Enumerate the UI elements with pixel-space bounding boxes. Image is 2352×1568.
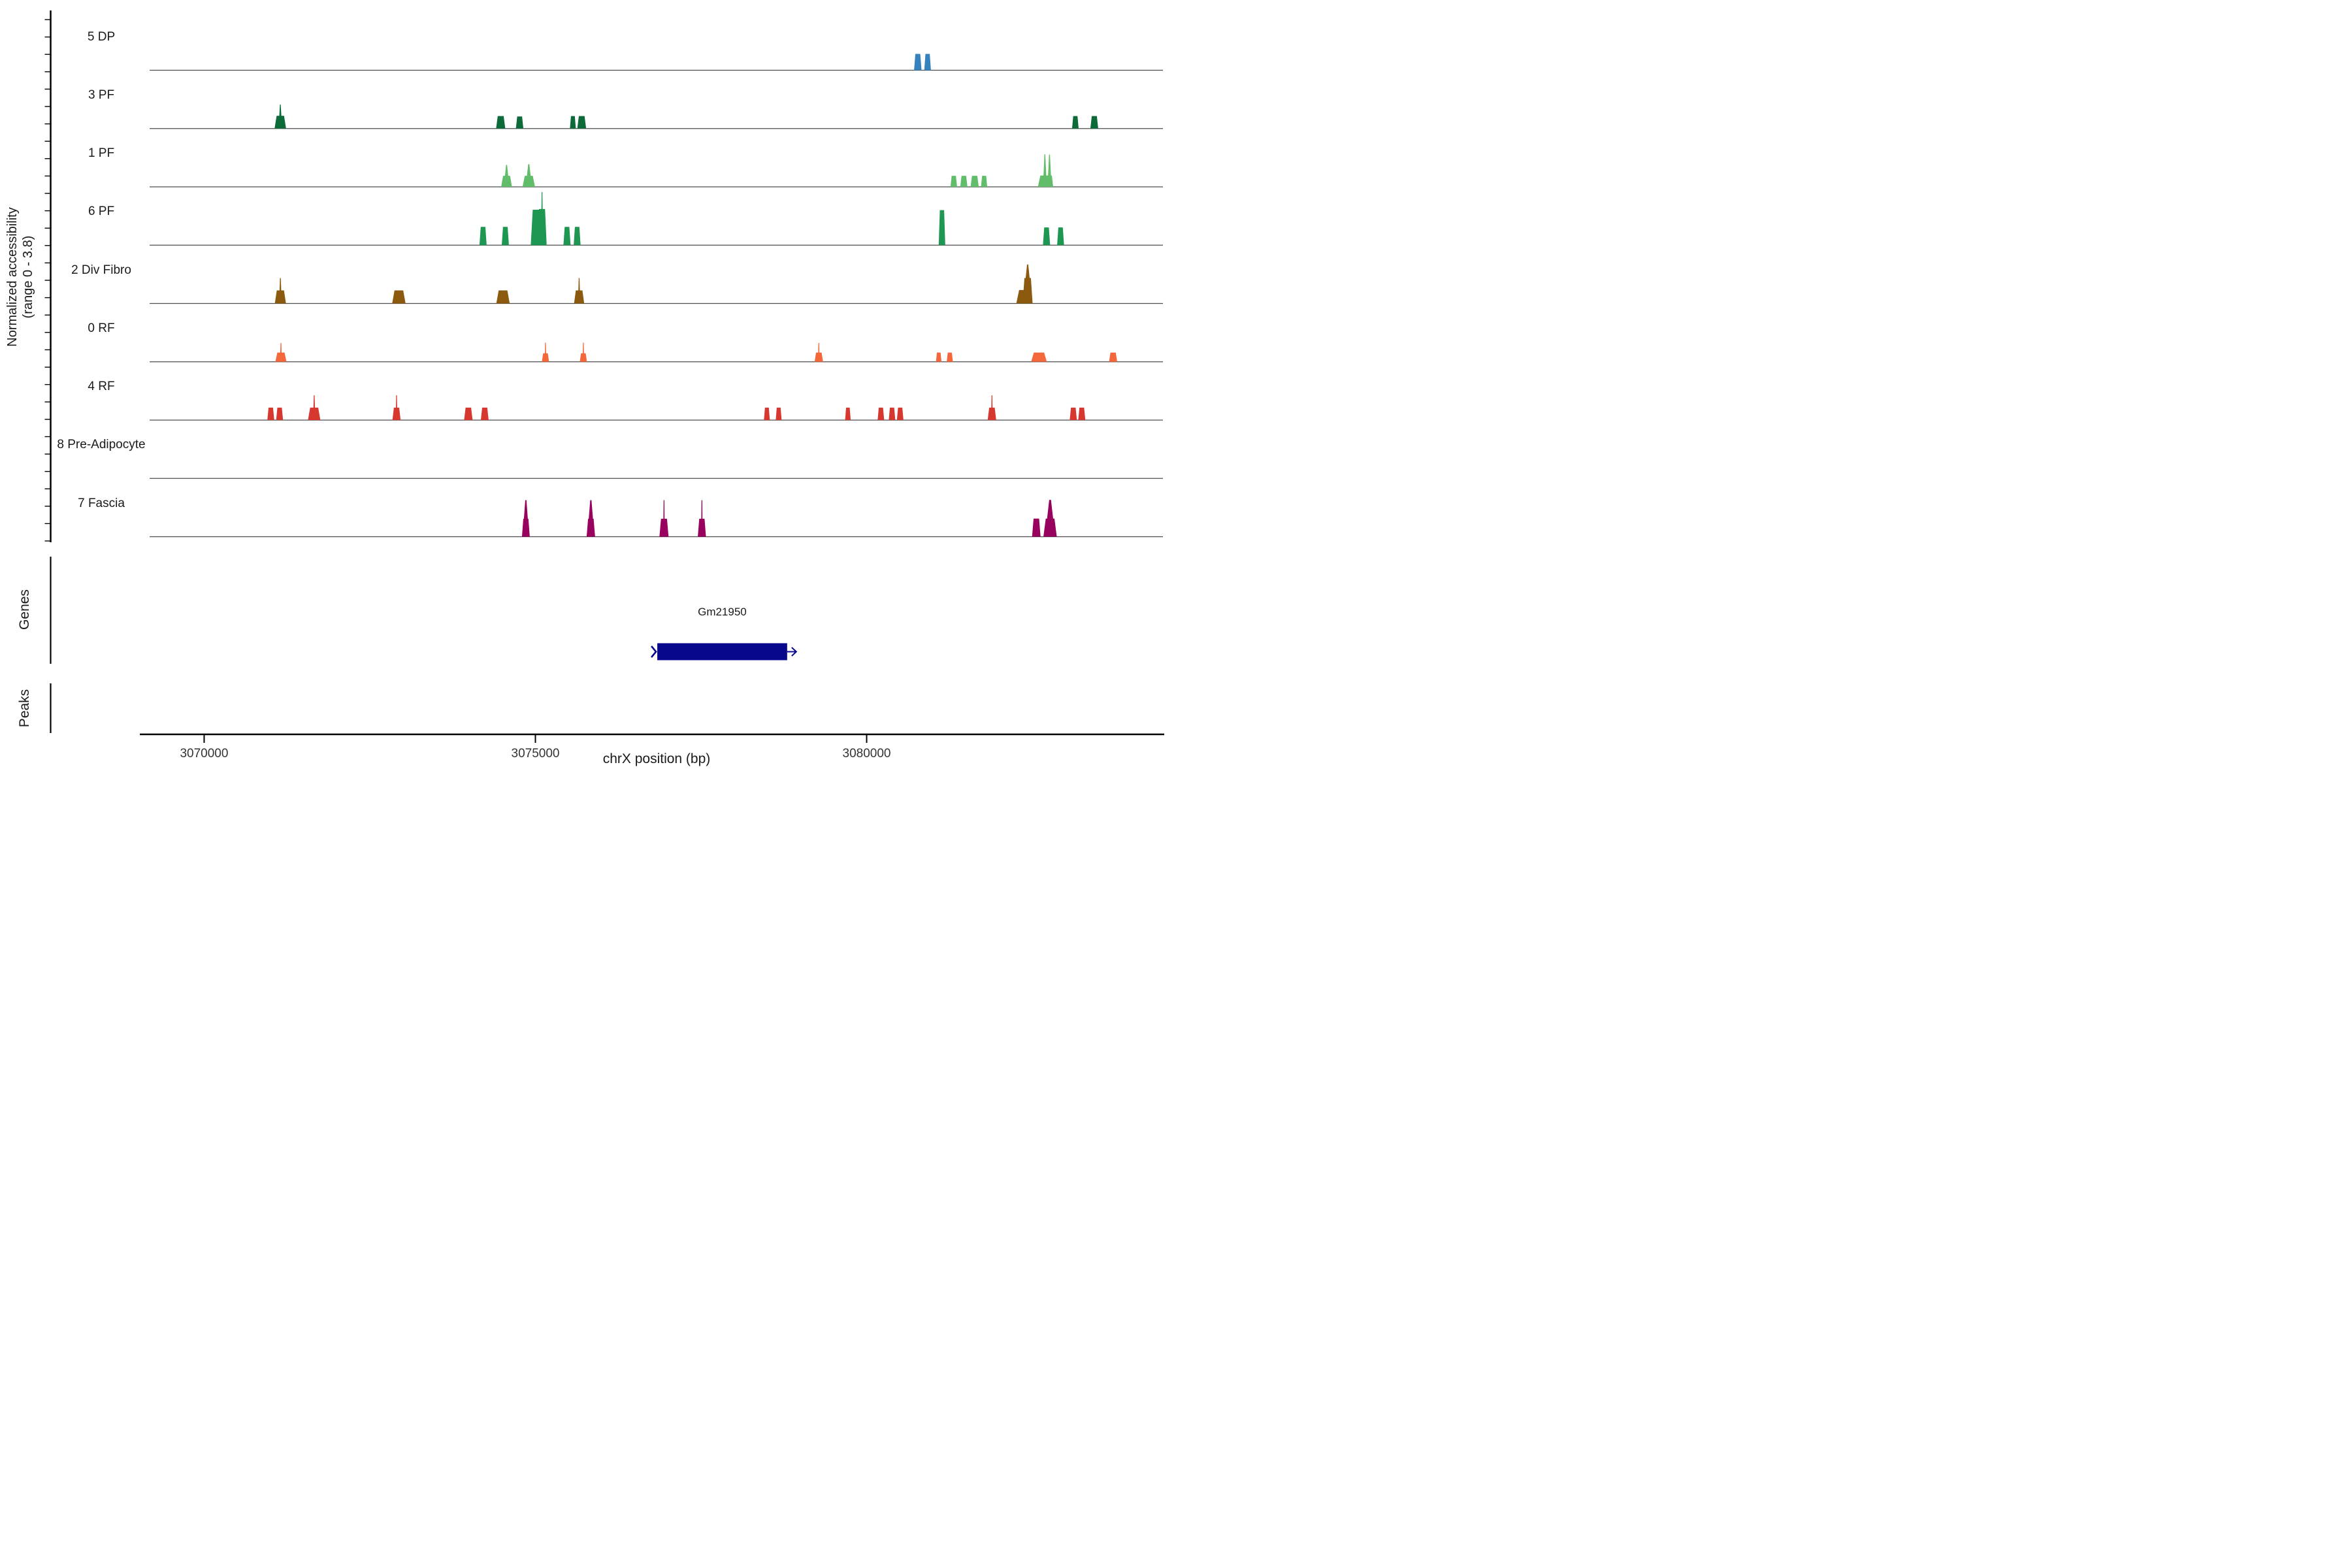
peak — [563, 227, 571, 246]
peak — [521, 500, 530, 537]
track-label-8-pre-adipocyte: 8 Pre-Adipocyte — [57, 438, 146, 452]
peak — [392, 290, 406, 304]
track-peaks-4-rf — [267, 395, 1086, 420]
peak — [659, 500, 669, 537]
track-label-3-pf: 3 PF — [88, 88, 115, 102]
peak — [274, 278, 286, 304]
track-label-4-rf: 4 RF — [88, 380, 115, 393]
track-peaks-3-pf — [274, 104, 1098, 129]
gene-label: Gm21950 — [698, 606, 747, 618]
peak — [308, 395, 321, 420]
peak — [814, 342, 823, 362]
peak — [464, 407, 473, 420]
peak — [936, 352, 942, 362]
peak — [501, 227, 509, 246]
peak — [960, 176, 968, 187]
peak — [542, 342, 549, 362]
peak — [987, 395, 996, 420]
track-label-2-div-fibro: 2 Div Fibro — [71, 263, 131, 277]
gene-body — [657, 643, 787, 661]
peak — [914, 54, 922, 71]
peak — [1045, 154, 1053, 187]
peak — [274, 104, 286, 129]
track-peaks-0-rf — [275, 342, 1117, 362]
peak — [537, 191, 547, 246]
peak — [764, 407, 770, 420]
track-label-5-dp: 5 DP — [87, 29, 116, 44]
track-peaks-1-pf — [501, 154, 1053, 187]
peak — [1090, 116, 1098, 129]
track-peaks-7-fascia — [521, 500, 1057, 537]
peak — [947, 352, 953, 362]
peak — [950, 176, 957, 187]
peak — [392, 395, 401, 420]
peak — [981, 176, 988, 187]
coverage-plot-figure: Normalized accessibility (range 0 - 3.8)… — [0, 0, 1176, 784]
peak — [970, 176, 979, 187]
peak — [1070, 407, 1077, 420]
peak — [267, 407, 274, 420]
peak — [698, 500, 706, 537]
x-axis-tick-label-3075000: 3075000 — [511, 747, 560, 760]
plot-canvas — [44, 10, 1164, 743]
track-peaks-6-pf — [479, 191, 1064, 246]
peak — [275, 342, 287, 362]
gene-strand-chevron-icon — [651, 645, 657, 658]
x-axis-tick-label-3070000: 3070000 — [180, 747, 229, 760]
x-axis-title: chrX position (bp) — [602, 751, 711, 766]
x-axis-tick-label-3080000: 3080000 — [842, 747, 891, 760]
track-label-6-pf: 6 PF — [88, 204, 115, 219]
peak — [501, 165, 512, 187]
peak — [1043, 227, 1051, 246]
gene-arrow-right-icon — [791, 647, 798, 657]
peak — [1078, 407, 1086, 420]
peak — [1043, 500, 1057, 537]
peak — [586, 500, 595, 537]
peak — [896, 407, 904, 420]
track-label-1-pf: 1 PF — [88, 146, 115, 160]
peak — [574, 278, 585, 304]
peak — [1057, 227, 1064, 246]
peak — [574, 227, 581, 246]
peak — [889, 407, 896, 420]
peak — [877, 407, 885, 420]
track-peaks-5-dp — [914, 54, 931, 71]
peak — [480, 407, 489, 420]
peak — [276, 407, 284, 420]
peak — [580, 342, 587, 362]
peak — [577, 116, 587, 129]
y-axis-title-line2: (range 0 - 3.8) — [21, 235, 35, 319]
peak — [522, 164, 535, 187]
y-axis-title: Normalized accessibility (range 0 - 3.8) — [5, 68, 36, 486]
track-label-7-fascia: 7 Fascia — [78, 496, 125, 510]
peak — [479, 227, 487, 246]
peak — [496, 290, 510, 304]
peaks-section-label: Peaks — [17, 689, 32, 728]
peak — [938, 210, 945, 246]
peak — [1071, 116, 1079, 129]
peak — [1031, 352, 1047, 362]
peak — [1022, 264, 1033, 304]
peak — [776, 407, 782, 420]
peak — [496, 116, 506, 129]
track-peaks-2-div-fibro — [274, 264, 1033, 304]
peak — [924, 54, 931, 71]
peak — [515, 116, 524, 129]
peak — [1109, 352, 1117, 362]
peak — [1032, 518, 1041, 537]
track-label-0-rf: 0 RF — [88, 321, 115, 335]
peak — [845, 407, 851, 420]
y-axis-title-line1: Normalized accessibility — [5, 207, 20, 347]
peak — [570, 116, 576, 129]
